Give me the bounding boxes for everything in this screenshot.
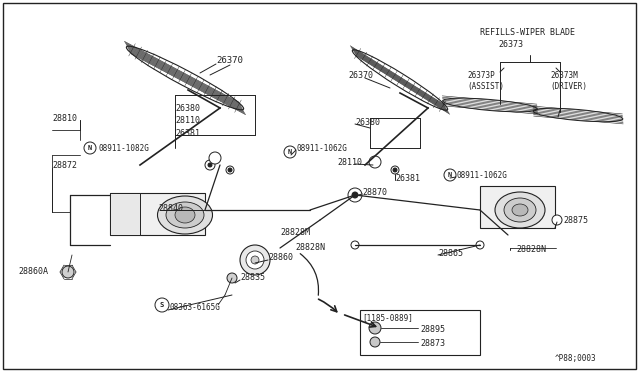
Ellipse shape bbox=[240, 245, 270, 275]
Circle shape bbox=[552, 215, 562, 225]
Ellipse shape bbox=[495, 192, 545, 228]
Ellipse shape bbox=[512, 204, 528, 216]
Circle shape bbox=[370, 337, 380, 347]
Text: 28873: 28873 bbox=[420, 339, 445, 347]
Bar bbox=[480, 186, 555, 228]
Ellipse shape bbox=[251, 256, 259, 264]
Circle shape bbox=[227, 273, 237, 283]
Text: 08911-1082G: 08911-1082G bbox=[98, 144, 149, 153]
Text: 26380: 26380 bbox=[355, 118, 380, 126]
Text: (DRIVER): (DRIVER) bbox=[550, 81, 587, 90]
Text: 26373M: 26373M bbox=[550, 71, 578, 80]
Ellipse shape bbox=[504, 198, 536, 222]
Text: 28110: 28110 bbox=[175, 115, 200, 125]
Text: 28828M: 28828M bbox=[280, 228, 310, 237]
Ellipse shape bbox=[246, 251, 264, 269]
Text: 26373: 26373 bbox=[498, 39, 523, 48]
Text: (ASSIST): (ASSIST) bbox=[467, 81, 504, 90]
Text: 08911-1062G: 08911-1062G bbox=[457, 170, 508, 180]
Text: 26373P: 26373P bbox=[467, 71, 495, 80]
Text: 26370: 26370 bbox=[216, 55, 243, 64]
Ellipse shape bbox=[166, 202, 204, 228]
Circle shape bbox=[391, 166, 399, 174]
Text: 26381: 26381 bbox=[395, 173, 420, 183]
Text: 28865: 28865 bbox=[438, 248, 463, 257]
Circle shape bbox=[393, 168, 397, 172]
Text: 08363-6165G: 08363-6165G bbox=[170, 304, 221, 312]
Text: REFILLS-WIPER BLADE: REFILLS-WIPER BLADE bbox=[480, 28, 575, 36]
Text: ^P88;0003: ^P88;0003 bbox=[555, 353, 596, 362]
Circle shape bbox=[352, 192, 358, 198]
Text: 28835: 28835 bbox=[240, 273, 265, 282]
Circle shape bbox=[351, 241, 359, 249]
Text: 28895: 28895 bbox=[420, 326, 445, 334]
Circle shape bbox=[348, 188, 362, 202]
Ellipse shape bbox=[175, 207, 195, 223]
Text: 28810: 28810 bbox=[52, 113, 77, 122]
Text: N: N bbox=[448, 172, 452, 178]
Circle shape bbox=[62, 266, 74, 278]
Text: 26370: 26370 bbox=[348, 71, 373, 80]
Text: 26381: 26381 bbox=[175, 128, 200, 138]
Ellipse shape bbox=[157, 196, 212, 234]
Bar bbox=[110, 193, 140, 235]
Text: 28875: 28875 bbox=[563, 215, 588, 224]
Text: 28828N: 28828N bbox=[516, 246, 546, 254]
Text: [1185-0889]: [1185-0889] bbox=[362, 314, 413, 323]
Text: 26380: 26380 bbox=[175, 103, 200, 112]
Bar bbox=[110, 193, 205, 235]
Text: N: N bbox=[288, 149, 292, 155]
Text: 08911-1062G: 08911-1062G bbox=[297, 144, 348, 153]
Text: 28840: 28840 bbox=[158, 203, 183, 212]
Text: N: N bbox=[88, 145, 92, 151]
Text: 28860A: 28860A bbox=[18, 267, 48, 276]
Circle shape bbox=[205, 160, 215, 170]
Circle shape bbox=[369, 322, 381, 334]
Circle shape bbox=[228, 168, 232, 172]
Text: 28828N: 28828N bbox=[295, 244, 325, 253]
Text: 28860: 28860 bbox=[268, 253, 293, 263]
Circle shape bbox=[369, 156, 381, 168]
Circle shape bbox=[226, 166, 234, 174]
Text: 28870: 28870 bbox=[362, 187, 387, 196]
Text: 28872: 28872 bbox=[52, 160, 77, 170]
Text: S: S bbox=[160, 302, 164, 308]
Bar bbox=[360, 310, 480, 355]
Circle shape bbox=[208, 163, 212, 167]
Text: 28110: 28110 bbox=[337, 157, 362, 167]
Circle shape bbox=[209, 152, 221, 164]
Circle shape bbox=[476, 241, 484, 249]
